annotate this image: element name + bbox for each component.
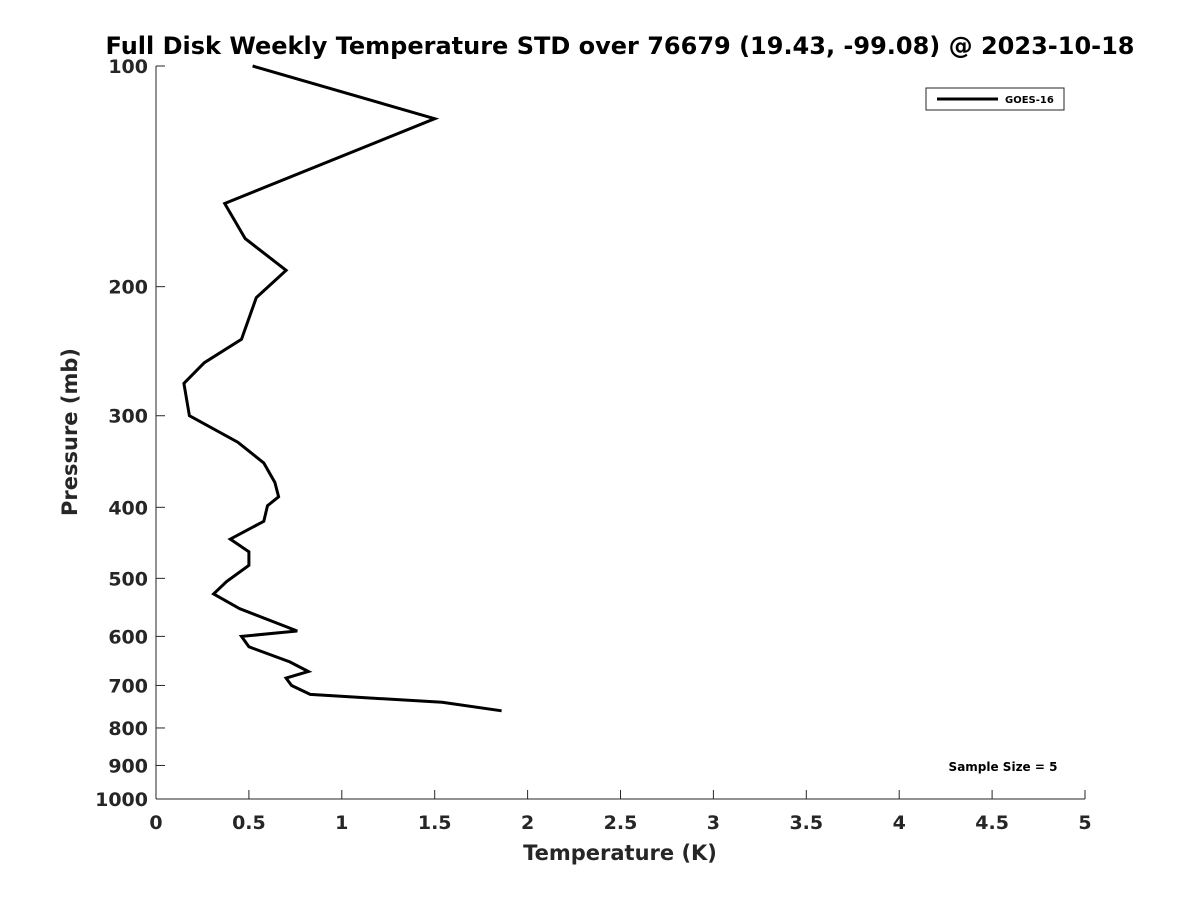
y-tick-label: 200 [108, 277, 148, 299]
y-tick-label: 100 [108, 56, 148, 78]
x-tick-label: 4.5 [975, 812, 1009, 834]
y-tick-label: 900 [108, 755, 148, 777]
y-axis-label: Pressure (mb) [58, 348, 82, 516]
x-tick-label: 0 [149, 812, 162, 834]
y-tick-label: 400 [108, 497, 148, 519]
sample-size-annotation: Sample Size = 5 [949, 760, 1058, 774]
x-tick-label: 2 [521, 812, 534, 834]
x-axis-label: Temperature (K) [523, 841, 717, 865]
series-layer [182, 64, 502, 713]
legend: GOES-16 [925, 87, 1065, 111]
x-tick-label: 3.5 [789, 812, 823, 834]
y-tick-label: 500 [108, 568, 148, 590]
y-tick-label: 300 [108, 406, 148, 428]
x-tick-label: 3 [707, 812, 720, 834]
x-tick-label: 0.5 [232, 812, 266, 834]
series-line-goes-16 [182, 64, 502, 713]
y-tick-label: 600 [108, 626, 148, 648]
x-tick-label: 1 [335, 812, 348, 834]
y-tick-label: 800 [108, 718, 148, 740]
chart-title: Full Disk Weekly Temperature STD over 76… [106, 32, 1135, 60]
x-tick-label: 2.5 [604, 812, 638, 834]
legend-label: GOES-16 [1005, 95, 1054, 106]
x-tick-label: 5 [1078, 812, 1091, 834]
x-tick-label: 4 [893, 812, 906, 834]
axes: 0 0.5 1 1.5 2 2.5 3 3.5 4 4.5 5 100 200 300 400 500 600 7… [95, 56, 1092, 834]
y-tick-label: 1000 [95, 789, 148, 811]
x-tick-label: 1.5 [418, 812, 452, 834]
y-tick-label: 700 [108, 675, 148, 697]
